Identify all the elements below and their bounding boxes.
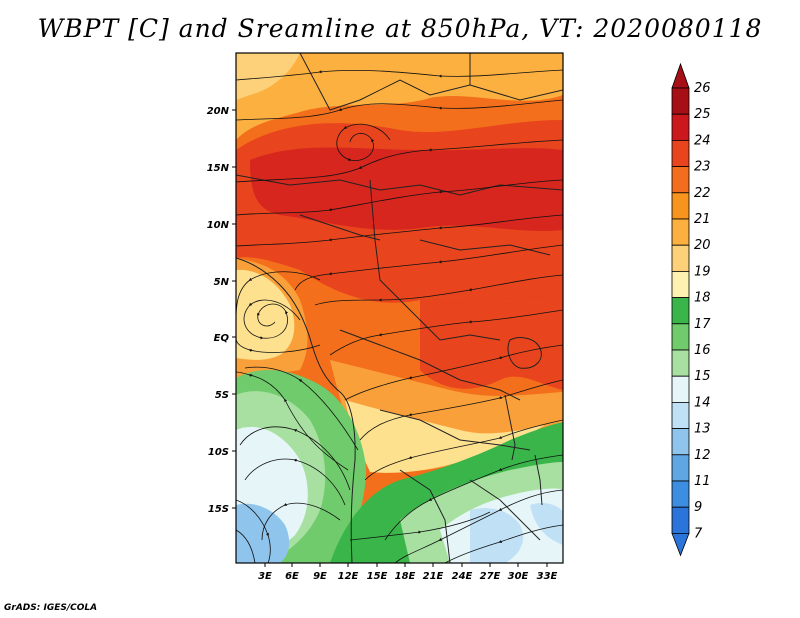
streamline [364, 419, 563, 481]
streamline [314, 274, 563, 306]
colorbar-label: 18 [694, 291, 711, 306]
lon-label-3e: 3E [258, 571, 272, 582]
colorbar-label: 22 [694, 186, 711, 201]
colorbar-swatch [671, 270, 690, 298]
streamline [344, 344, 563, 401]
colorbar-label: 12 [694, 448, 711, 463]
colorbar-swatch [671, 192, 690, 220]
colorbar-swatch [671, 506, 690, 534]
streamline [444, 524, 563, 563]
colorbar-top-arrow [671, 62, 690, 89]
lon-label-30e: 30E [508, 571, 529, 582]
streamline [349, 511, 491, 541]
streamline [236, 214, 563, 247]
lon-label-24e: 24E [452, 571, 473, 582]
colorbar-label: 24 [694, 133, 711, 148]
lon-label-21e: 21E [423, 571, 444, 582]
streamline [236, 179, 563, 216]
lon-axis: 3E 6E 9E 12E 15E 18E 21E 24E 27E 30E 33E [258, 563, 558, 582]
map-frame [235, 52, 564, 564]
streamline [244, 366, 359, 451]
streamline [236, 371, 349, 471]
lat-label-5n: 5N [214, 277, 230, 288]
colorbar-swatch [671, 87, 690, 115]
streamline [384, 454, 563, 541]
colorbar-label: 21 [694, 212, 711, 227]
streamline [236, 499, 271, 563]
colorbar-label: 25 [694, 107, 711, 122]
lake-malawi [534, 454, 543, 506]
lat-label-5s: 5S [215, 390, 229, 401]
wbpt-field [236, 53, 563, 563]
colorbar-label: 7 [694, 526, 703, 541]
streamline [244, 458, 346, 506]
region-north-yellow [236, 53, 300, 100]
lon-label-12e: 12E [338, 571, 359, 582]
colorbar-swatch [671, 113, 690, 141]
streamline [261, 502, 341, 541]
colorbar: 26 25 24 23 22 21 20 19 18 17 16 15 14 13 12 11 9 7 [671, 62, 711, 557]
streamline [236, 99, 563, 121]
colorbar-swatch [671, 218, 690, 246]
border-east [469, 53, 563, 101]
lat-label-15s: 15S [208, 504, 229, 515]
streamline [236, 139, 563, 183]
lake-victoria [507, 337, 542, 369]
region-east-red [420, 297, 563, 390]
streamline [359, 379, 563, 441]
colorbar-label: 13 [694, 422, 711, 437]
colorbar-swatch [671, 428, 690, 456]
lat-label-eq: EQ [214, 333, 230, 344]
border-central-3 [419, 239, 551, 256]
colorbar-swatch [671, 349, 690, 377]
lon-label-18e: 18E [395, 571, 416, 582]
lat-label-20n: 20N [207, 106, 230, 117]
streamlines [236, 69, 563, 563]
colorbar-swatch [671, 401, 690, 429]
lat-label-10s: 10S [208, 447, 229, 458]
region-light-blue-se2 [530, 502, 563, 545]
colorbar-swatch [671, 297, 690, 325]
lat-label-15n: 15N [207, 163, 230, 174]
region-north-band [236, 53, 563, 140]
colorbar-label: 15 [694, 369, 711, 384]
colorbar-swatch [671, 375, 690, 403]
streamline [236, 529, 256, 563]
lake-tanganyika [504, 394, 516, 461]
colorbar-label: 16 [694, 343, 711, 358]
colorbar-label: 14 [694, 395, 711, 410]
colorbar-label: 23 [694, 160, 711, 175]
colorbar-label: 20 [694, 238, 711, 253]
colorbar-swatch [671, 480, 690, 508]
colorbar-label: 9 [694, 500, 702, 515]
lon-label-27e: 27E [480, 571, 501, 582]
colorbar-swatch [671, 166, 690, 194]
colorbar-label: 17 [694, 317, 711, 332]
page-title: WBPT [C] and Sreamline at 850hPa, VT: 20… [37, 14, 763, 43]
colorbar-label: 26 [694, 81, 711, 96]
colorbar-label: 11 [694, 474, 711, 489]
coastline-west [236, 257, 356, 563]
streamline [239, 426, 351, 491]
streamline [243, 299, 301, 340]
credit-text: GrADS: IGES/COLA [4, 603, 98, 613]
lon-label-9e: 9E [313, 571, 327, 582]
colorbar-swatch [671, 323, 690, 351]
colorbar-swatch [671, 454, 690, 482]
streamline [336, 123, 391, 162]
colorbar-swatch [671, 139, 690, 167]
colorbar-bottom-arrow [671, 533, 690, 557]
border-south-2 [399, 469, 451, 563]
lon-label-6e: 6E [285, 571, 299, 582]
lat-axis: 20N 15N 10N 5N EQ 5S 10S 15S [207, 106, 236, 515]
streamline [394, 489, 563, 563]
colorbar-swatch [671, 244, 690, 272]
lon-label-15e: 15E [367, 571, 388, 582]
lon-label-33e: 33E [537, 571, 558, 582]
colorbar-label: 19 [694, 264, 711, 279]
streamline [236, 69, 563, 81]
streamline [329, 309, 563, 356]
lat-label-10n: 10N [207, 220, 230, 231]
